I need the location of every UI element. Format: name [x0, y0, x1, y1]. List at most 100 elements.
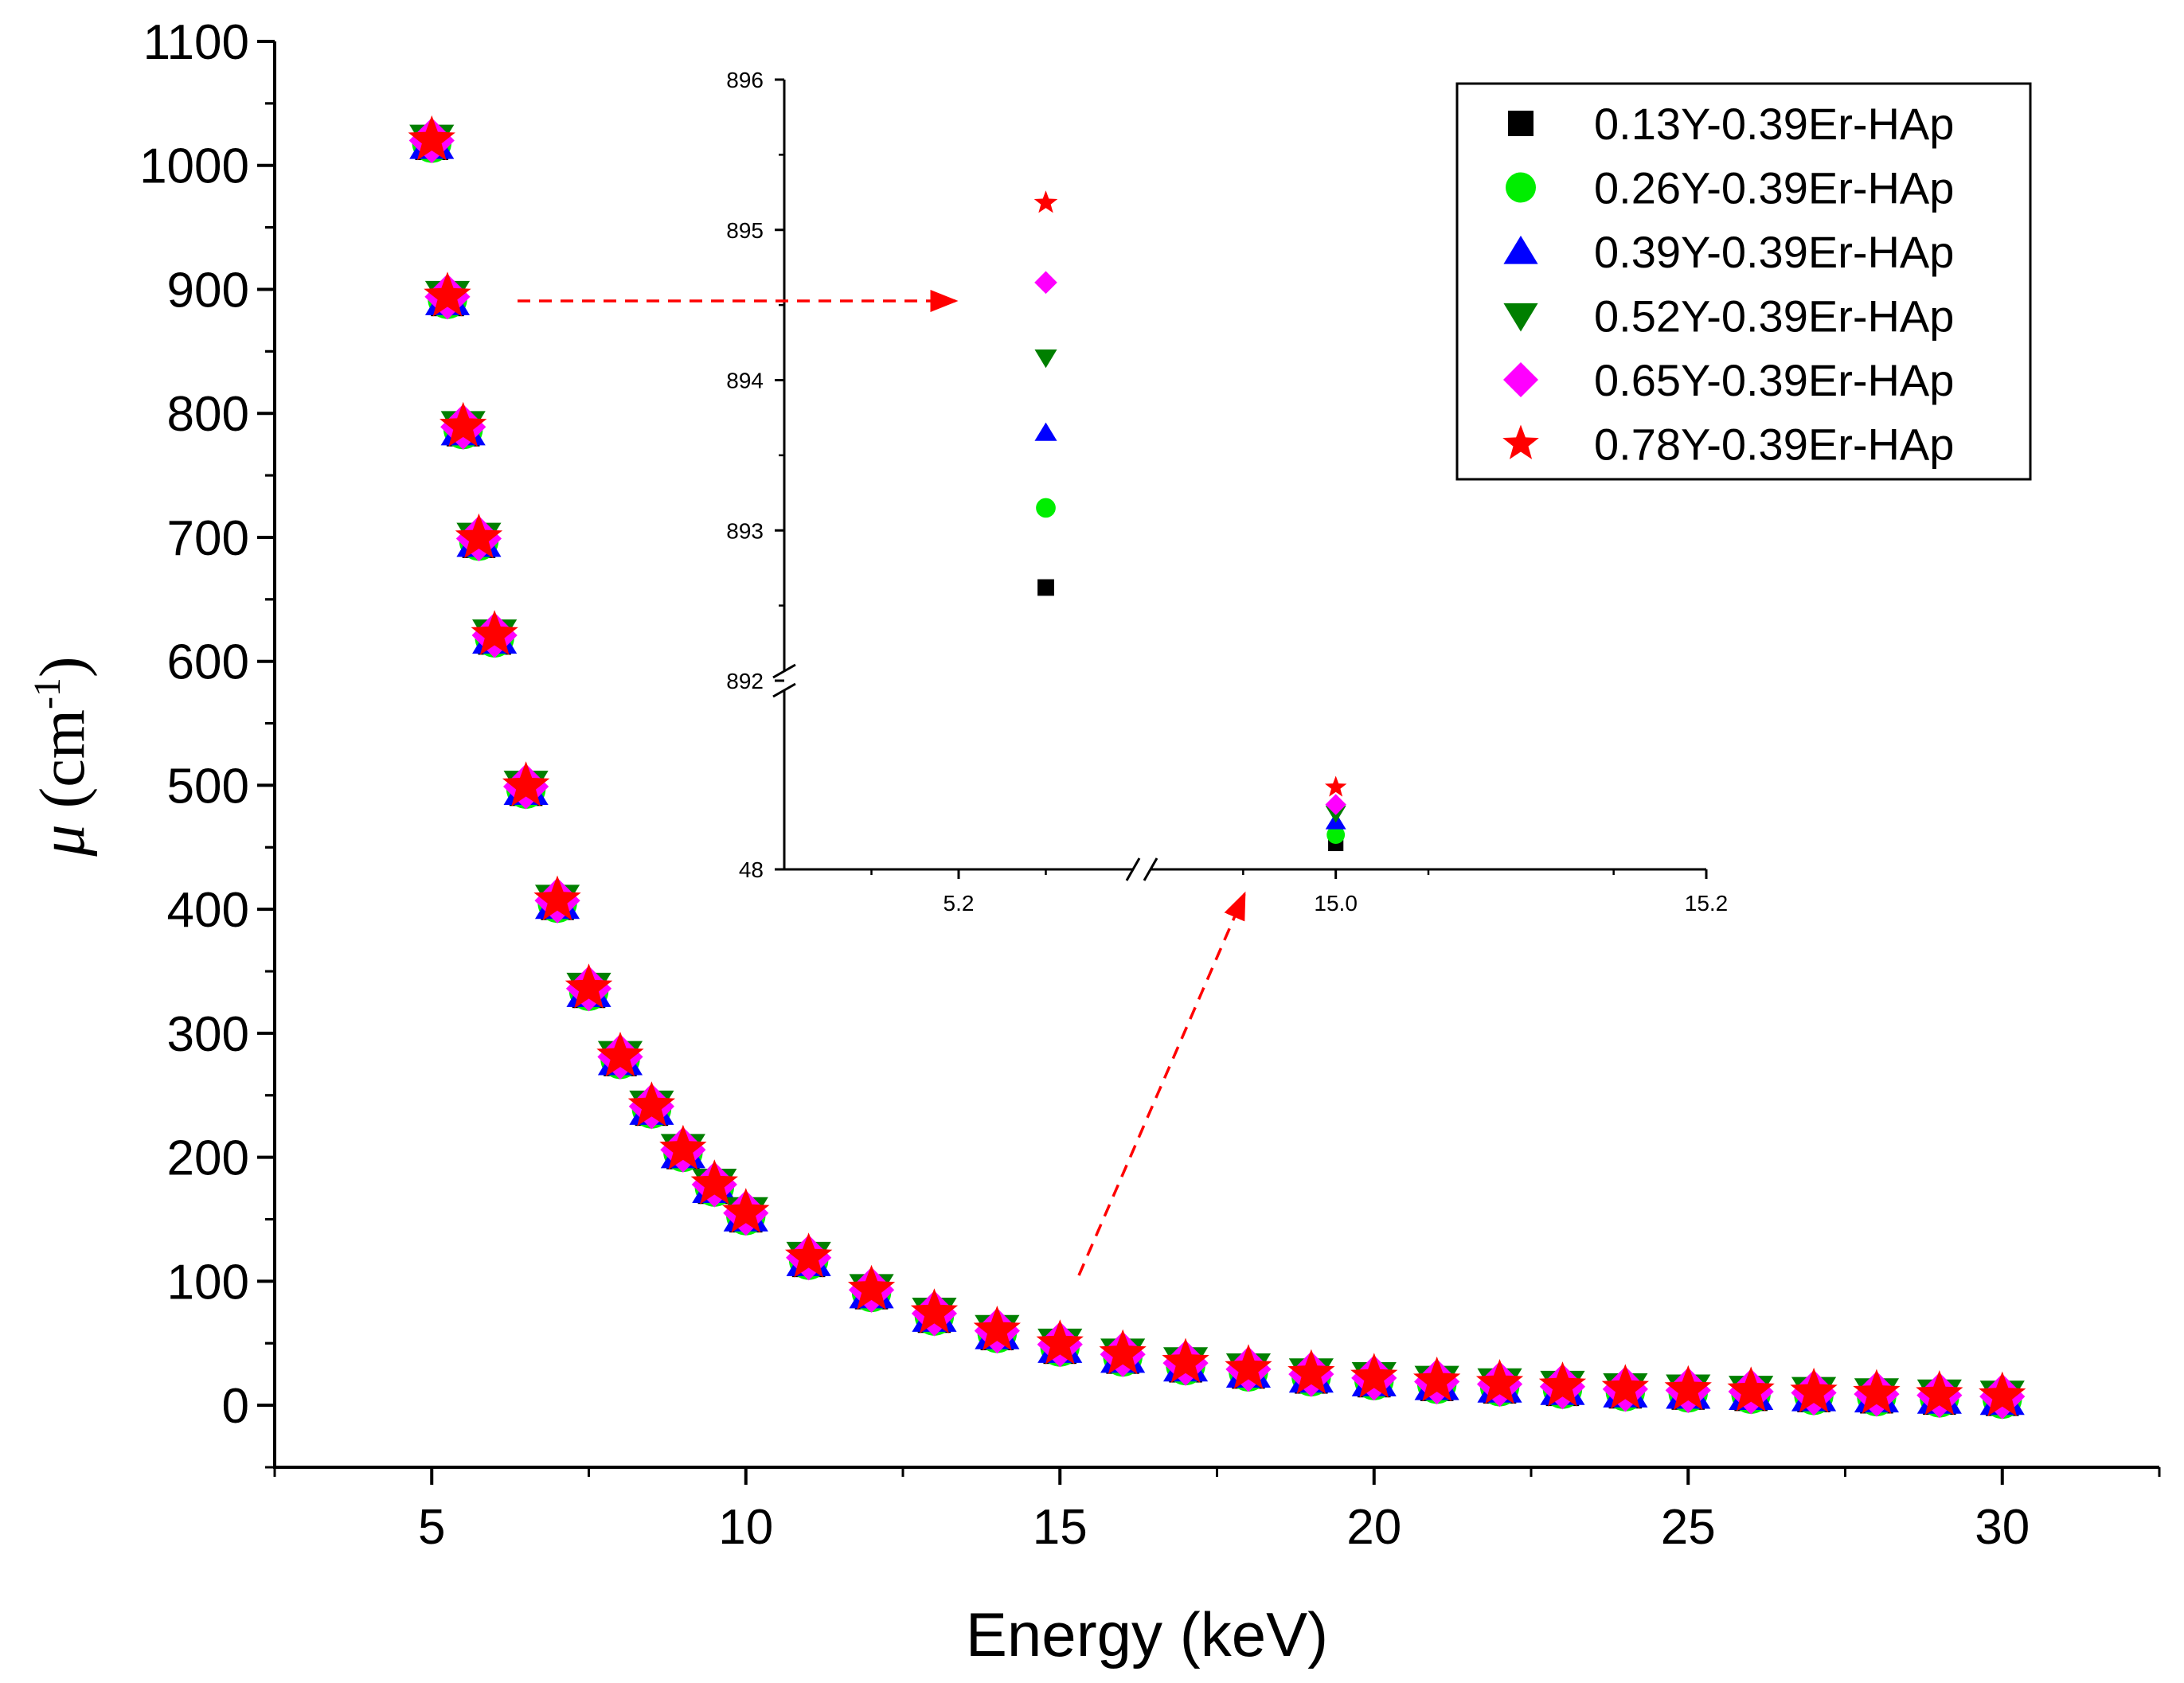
legend-label: 0.26Y-0.39Er-HAp	[1594, 163, 1954, 213]
zoom-annotations	[518, 290, 1246, 1276]
x-axis-title: Energy (keV)	[966, 1599, 1328, 1669]
inset-y-tick-label: 893	[726, 518, 764, 543]
inset-series-0.13Y-0.39Er-HAp	[1037, 579, 1344, 852]
data-point	[910, 1288, 959, 1334]
y-tick-label: 600	[167, 635, 249, 690]
data-point	[1099, 1329, 1147, 1375]
inset-series-0.52Y-0.39Er-HAp	[1034, 349, 1346, 823]
data-point	[565, 963, 613, 1009]
data-point	[627, 1081, 676, 1127]
inset-data-point-upper	[1037, 579, 1054, 596]
legend-marker-triangle-down	[1503, 303, 1538, 332]
y-tick-label: 700	[167, 511, 249, 566]
y-tick-label: 200	[167, 1131, 249, 1186]
legend-marker-diamond	[1503, 362, 1538, 397]
legend-marker-star	[1502, 424, 1539, 459]
inset-series-0.26Y-0.39Er-HAp	[1036, 498, 1346, 844]
data-point	[1287, 1349, 1335, 1394]
y-axis-title-unit: (cm	[28, 709, 98, 824]
data-point	[596, 1031, 644, 1077]
legend-label: 0.78Y-0.39Er-HAp	[1594, 420, 1954, 470]
inset-x-break-mark	[1143, 857, 1158, 881]
inset-plot: 892 893 894 895 896 48 5.2 15.0 15.2	[726, 68, 1728, 916]
y-tick-label: 400	[167, 883, 249, 938]
inset-data-point-upper	[1034, 271, 1057, 295]
x-tick-label: 5	[418, 1500, 445, 1555]
y-tick-label: 1000	[139, 139, 249, 194]
x-tick-label: 20	[1346, 1500, 1401, 1555]
data-point	[533, 875, 581, 921]
y-tick-label: 300	[167, 1007, 249, 1062]
y-tick-label: 800	[167, 387, 249, 442]
inset-data-point-upper	[1036, 498, 1056, 518]
y-tick-label: 500	[167, 759, 249, 814]
data-point	[973, 1306, 1021, 1351]
legend-label: 0.13Y-0.39Er-HAp	[1594, 99, 1954, 149]
data-point	[1350, 1353, 1398, 1398]
y-tick-label: 900	[167, 263, 249, 318]
y-axis-title-close: )	[28, 656, 98, 677]
inset-data-point-lower	[1325, 794, 1346, 815]
data-point	[1036, 1319, 1084, 1365]
data-point	[455, 513, 503, 559]
inset-y-tick-label: 894	[726, 369, 764, 393]
data-point	[471, 610, 518, 655]
inset-data-point-upper	[1034, 422, 1057, 441]
data-point	[1413, 1356, 1461, 1402]
main-plot: 0 100 200 300 400 500 600 700 800 900 1000 1100 5 10 1…	[26, 15, 2161, 1669]
x-tick-label: 30	[1975, 1500, 2030, 1555]
data-point	[659, 1124, 707, 1170]
data-point	[1853, 1369, 1901, 1414]
data-point	[408, 115, 455, 161]
data-point	[1916, 1370, 1963, 1416]
x-tick-label: 25	[1661, 1500, 1716, 1555]
data-point	[1475, 1359, 1524, 1404]
data-point	[690, 1159, 738, 1205]
data-point	[1790, 1367, 1838, 1413]
x-tick-label: 10	[718, 1500, 773, 1555]
inset-data-point-upper	[1033, 190, 1058, 213]
y-tick-label: 100	[167, 1255, 249, 1310]
y-tick-label: 1100	[143, 15, 249, 70]
inset-data-point-lower	[1325, 775, 1347, 797]
inset-y-tick-label: 896	[726, 68, 764, 92]
inset-y-tick-label: 48	[739, 857, 764, 882]
y-axis-title-symbol: μ	[28, 824, 98, 857]
inset-y-tick-label: 895	[726, 218, 764, 243]
inset-y-tick-label: 892	[726, 669, 764, 693]
legend-marker-square	[1508, 111, 1533, 136]
inset-y-break-mark	[772, 663, 796, 679]
legend-label: 0.39Y-0.39Er-HAp	[1594, 227, 1954, 277]
inset-x-break-mark	[1125, 857, 1141, 881]
data-point	[722, 1188, 770, 1233]
data-point	[785, 1232, 833, 1278]
data-point	[1601, 1364, 1649, 1409]
legend-label: 0.52Y-0.39Er-HAp	[1594, 291, 1954, 342]
y-axis-title-superscript: -1	[26, 677, 68, 709]
inset-data-point-lower	[1326, 826, 1346, 844]
inset-x-tick-label: 5.2	[944, 891, 975, 916]
legend-marker-triangle-up	[1503, 236, 1538, 264]
x-tick-label: 15	[1033, 1500, 1088, 1555]
legend-marker-circle	[1506, 172, 1536, 203]
series-0.78Y-0.39Er-HAp	[408, 115, 2026, 1416]
inset-data-point-upper	[1034, 349, 1057, 369]
legend: 0.13Y-0.39Er-HAp 0.26Y-0.39Er-HAp 0.39Y-0.…	[1455, 82, 2032, 481]
inset-series-0.65Y-0.39Er-HAp	[1034, 271, 1346, 815]
data-point	[440, 401, 487, 447]
data-point	[847, 1264, 896, 1310]
data-point	[502, 761, 550, 806]
inset-y-break-mark	[772, 682, 796, 698]
data-point	[424, 271, 471, 317]
legend-box	[1455, 82, 2032, 481]
zoom-arrow-lower	[1077, 891, 1246, 1276]
inset-series-0.78Y-0.39Er-HAp	[1033, 190, 1347, 797]
data-point	[1664, 1365, 1712, 1411]
inset-series-0.39Y-0.39Er-HAp	[1034, 422, 1346, 830]
y-axis-title: μ (cm-1)	[26, 656, 98, 857]
data-point	[1162, 1337, 1209, 1383]
data-point	[1727, 1366, 1775, 1412]
inset-x-tick-label: 15.2	[1685, 891, 1729, 916]
y-tick-label: 0	[222, 1379, 249, 1434]
